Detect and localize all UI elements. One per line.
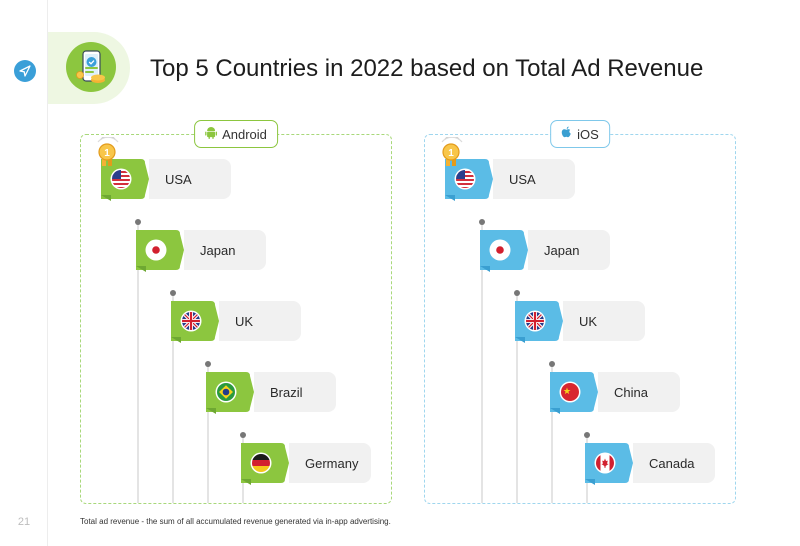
cn-flag-icon	[550, 372, 598, 414]
uk-flag-icon	[171, 301, 219, 343]
country-name: Japan	[184, 230, 266, 270]
pole-top	[584, 432, 590, 438]
flag-pole	[137, 224, 139, 503]
flag-pole	[172, 295, 174, 503]
us-flag-icon	[101, 159, 149, 201]
country-name: UK	[563, 301, 645, 341]
country-name: China	[598, 372, 680, 412]
apple-icon	[561, 126, 572, 142]
page-number: 21	[17, 516, 31, 528]
country-name: Japan	[528, 230, 610, 270]
country-row-usa: USA	[101, 159, 231, 201]
first-place-medal-icon: 1	[439, 135, 465, 172]
pole-top	[205, 361, 211, 367]
flag-pole	[207, 366, 209, 503]
pole-top	[240, 432, 246, 438]
country-row-uk: UK	[171, 301, 301, 343]
country-row-china: China	[550, 372, 680, 414]
de-flag-icon	[241, 443, 289, 485]
svg-text:1: 1	[448, 148, 454, 159]
country-row-germany: Germany	[241, 443, 371, 485]
ca-flag-icon	[585, 443, 633, 485]
footnote: Total ad revenue - the sum of all accumu…	[80, 517, 391, 526]
flag-pole	[481, 224, 483, 503]
compass-icon[interactable]	[14, 60, 36, 82]
pole-top	[549, 361, 555, 367]
country-name: USA	[149, 159, 231, 199]
pole-top	[514, 290, 520, 296]
page-title: Top 5 Countries in 2022 based on Total A…	[150, 55, 704, 82]
android-panel: Android USA 1 Japan UK Brazil Germany	[80, 120, 392, 504]
country-name: UK	[219, 301, 301, 341]
country-row-uk: UK	[515, 301, 645, 343]
android-tag: Android	[194, 120, 278, 148]
android-icon	[205, 126, 218, 142]
phone-revenue-icon	[66, 42, 116, 92]
us-flag-icon	[445, 159, 493, 201]
country-row-japan: Japan	[136, 230, 266, 272]
pole-top	[135, 219, 141, 225]
svg-text:1: 1	[104, 148, 110, 159]
ios-tag: iOS	[550, 120, 610, 148]
flag-pole	[516, 295, 518, 503]
country-row-japan: Japan	[480, 230, 610, 272]
country-name: Canada	[633, 443, 715, 483]
first-place-medal-icon: 1	[95, 135, 121, 172]
pole-top	[170, 290, 176, 296]
jp-flag-icon	[480, 230, 528, 272]
country-row-usa: USA	[445, 159, 575, 201]
country-name: Brazil	[254, 372, 336, 412]
ios-label: iOS	[577, 126, 599, 142]
android-label: Android	[222, 126, 267, 142]
jp-flag-icon	[136, 230, 184, 272]
country-row-canada: Canada	[585, 443, 715, 485]
br-flag-icon	[206, 372, 254, 414]
country-row-brazil: Brazil	[206, 372, 336, 414]
left-rail: 21	[0, 0, 48, 546]
pole-top	[479, 219, 485, 225]
ios-panel: iOS USA 1 Japan UK China Canada	[424, 120, 736, 504]
country-name: Germany	[289, 443, 371, 483]
flag-pole	[551, 366, 553, 503]
country-name: USA	[493, 159, 575, 199]
uk-flag-icon	[515, 301, 563, 343]
